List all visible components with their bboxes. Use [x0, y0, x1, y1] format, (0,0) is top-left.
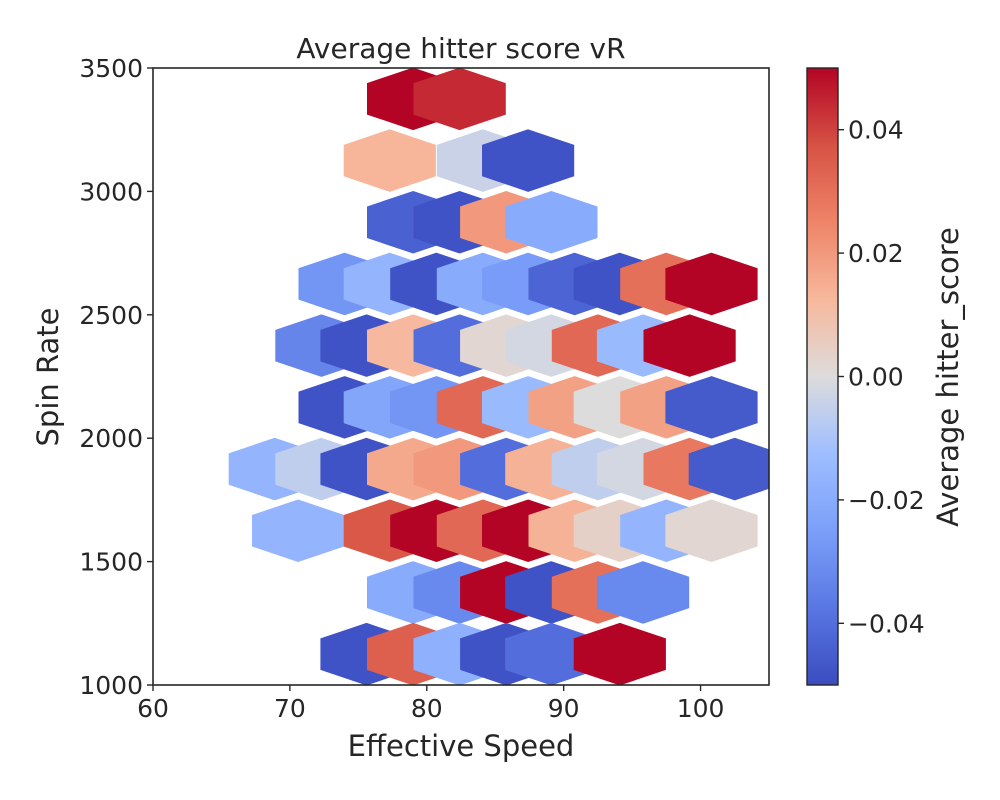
- hex-cell-4: [481, 129, 575, 192]
- hex-cell-8: [505, 190, 598, 254]
- x-axis-label: Effective Speed: [348, 729, 575, 763]
- x-tick-label-90: 90: [548, 694, 580, 723]
- plot-frame: [152, 67, 770, 686]
- hex-cell-2: [343, 129, 436, 192]
- x-tick-label-70: 70: [274, 694, 306, 723]
- x-tick-label-100: 100: [677, 694, 725, 723]
- y-tick-label-1000: 1000: [79, 671, 143, 700]
- colorbar-tick-label-4: 0.04: [848, 116, 904, 145]
- colorbar-label: Average hitter_score: [931, 227, 965, 527]
- colorbar-tick-label-3: 0.02: [848, 239, 904, 268]
- hex-layer: [228, 68, 769, 685]
- y-axis-label: Spin Rate: [31, 308, 65, 447]
- colorbar-tick-label-2: 0.00: [848, 363, 904, 392]
- y-tick-label-3000: 3000: [79, 177, 143, 206]
- y-tick-label-3500: 3500: [79, 54, 143, 83]
- hex-cell-46: [688, 437, 769, 501]
- y-tick-label-1500: 1500: [79, 548, 143, 577]
- hex-cell-47: [251, 499, 345, 563]
- x-axis-ticks: 60 70 80 90 100: [137, 685, 724, 723]
- hex-cell-1: [413, 68, 506, 131]
- x-tick-label-60: 60: [137, 694, 169, 723]
- hex-cell-17: [665, 252, 758, 316]
- colorbar-tick-label-0: −0.04: [848, 609, 925, 638]
- y-tick-label-2500: 2500: [79, 301, 143, 330]
- colorbar-ticks: −0.04 −0.02 0.00 0.02 0.04: [838, 116, 925, 638]
- hex-cell-55: [665, 499, 758, 563]
- y-axis-ticks: 1000 1500 2000 2500 3000 3500: [79, 54, 153, 700]
- hex-cell-61: [596, 561, 690, 624]
- colorbar-tick-label-1: −0.02: [848, 486, 925, 515]
- chart-title: Average hitter score vR: [296, 32, 625, 65]
- x-tick-label-80: 80: [411, 694, 443, 723]
- hex-cell-26: [643, 314, 736, 377]
- hex-cell-67: [573, 622, 666, 685]
- hex-cell-35: [665, 376, 758, 439]
- y-tick-label-2000: 2000: [79, 424, 143, 453]
- colorbar: [806, 67, 839, 686]
